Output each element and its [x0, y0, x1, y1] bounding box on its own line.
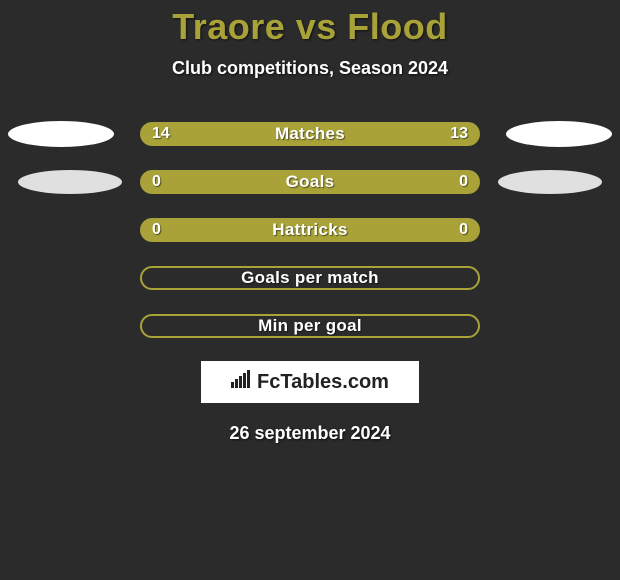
stat-row-goals-per-match: Goals per match	[0, 265, 620, 291]
stat-label: Goals per match	[241, 268, 379, 288]
stat-row-hattricks: 0 Hattricks 0	[0, 217, 620, 243]
stat-pill: Goals per match	[140, 266, 480, 290]
ellipse-left	[8, 121, 114, 147]
stat-label: Min per goal	[258, 316, 362, 336]
logo-text: FcTables.com	[231, 370, 389, 394]
stat-value-left: 0	[152, 221, 161, 239]
stat-pill: 14 Matches 13	[140, 122, 480, 146]
source-logo: FcTables.com	[201, 361, 419, 403]
ellipse-right	[506, 121, 612, 147]
stat-pill: 0 Hattricks 0	[140, 218, 480, 242]
stat-label: Matches	[275, 124, 345, 144]
ellipse-right	[498, 170, 602, 194]
stat-row-matches: 14 Matches 13	[0, 121, 620, 147]
stat-label: Goals	[286, 172, 335, 192]
subtitle: Club competitions, Season 2024	[0, 58, 620, 79]
bar-chart-icon	[231, 370, 253, 394]
comparison-infographic: Traore vs Flood Club competitions, Seaso…	[0, 0, 620, 444]
stat-value-right: 13	[450, 125, 468, 143]
stat-row-min-per-goal: Min per goal	[0, 313, 620, 339]
date-label: 26 september 2024	[0, 423, 620, 444]
stat-value-left: 14	[152, 125, 170, 143]
stat-label: Hattricks	[272, 220, 347, 240]
stat-value-right: 0	[459, 221, 468, 239]
stat-pill: Min per goal	[140, 314, 480, 338]
stat-pill: 0 Goals 0	[140, 170, 480, 194]
stat-row-goals: 0 Goals 0	[0, 169, 620, 195]
stat-value-left: 0	[152, 173, 161, 191]
stat-value-right: 0	[459, 173, 468, 191]
logo-label: FcTables.com	[257, 371, 389, 394]
ellipse-left	[18, 170, 122, 194]
page-title: Traore vs Flood	[0, 6, 620, 48]
